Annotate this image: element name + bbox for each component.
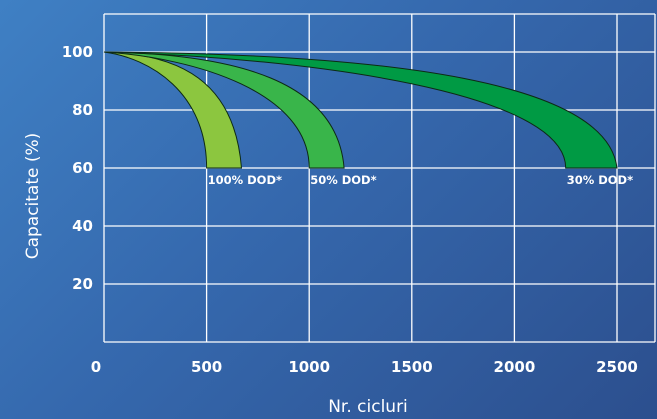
band-label-50-dod: 50% DOD*: [310, 173, 376, 187]
y-tick-label: 80: [72, 101, 93, 119]
y-tick-label: 60: [72, 159, 93, 177]
y-axis-ticks: 20 40 60 80 100: [62, 43, 93, 293]
band-100-dod: [103, 51, 243, 169]
band-50-dod: [103, 51, 345, 169]
band-labels: 100% DOD* 50% DOD* 30% DOD*: [208, 173, 634, 187]
band-30-dod: [103, 51, 618, 169]
x-tick-label: 2000: [494, 358, 536, 376]
band-label-100-dod: 100% DOD*: [208, 173, 282, 187]
y-tick-label: 40: [72, 217, 93, 235]
y-tick-label: 20: [72, 275, 93, 293]
bands: [103, 51, 618, 169]
band-label-30-dod: 30% DOD*: [567, 173, 633, 187]
x-axis-ticks: 0 500 1000 1500 2000 2500: [91, 358, 638, 376]
x-tick-label: 0: [91, 358, 101, 376]
x-tick-label: 500: [191, 358, 222, 376]
x-tick-label: 1000: [288, 358, 330, 376]
x-tick-label: 1500: [391, 358, 433, 376]
x-axis-title: Nr. cicluri: [328, 397, 408, 417]
x-tick-label: 2500: [596, 358, 638, 376]
y-axis-title: Capacitate (%): [23, 133, 43, 260]
y-tick-label: 100: [62, 43, 93, 61]
